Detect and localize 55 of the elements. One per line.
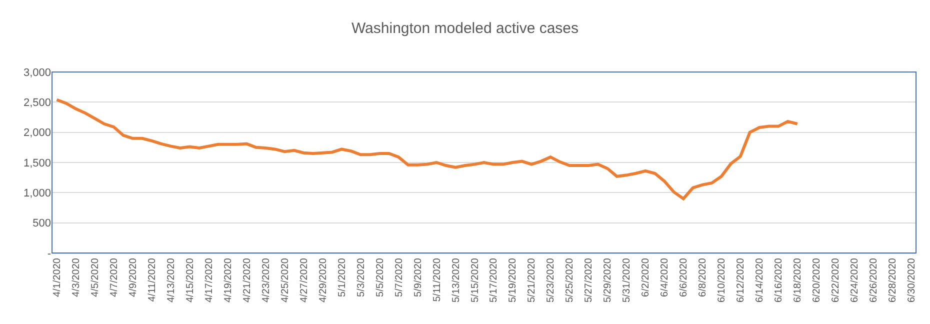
x-tick-label: 6/10/2020 [716, 258, 728, 302]
x-tick-label: 6/2/2020 [640, 258, 652, 297]
x-tick-label: 6/26/2020 [868, 258, 880, 302]
x-tick-label: 6/22/2020 [830, 258, 842, 302]
x-tick-label: 5/3/2020 [356, 258, 367, 297]
x-tick-label: 5/31/2020 [622, 258, 633, 302]
x-tick-label: 5/7/2020 [394, 258, 405, 297]
y-tick-label: 1,500 [23, 157, 51, 170]
y-tick-label: 500 [32, 218, 51, 230]
x-tick-label: 4/27/2020 [298, 258, 310, 302]
x-tick-label: 4/17/2020 [204, 258, 215, 302]
x-tick-label: 4/29/2020 [318, 258, 329, 302]
x-tick-label: 5/5/2020 [374, 258, 386, 297]
y-tick-label: 2,000 [23, 127, 51, 140]
x-tick-label: 4/15/2020 [184, 258, 196, 302]
x-tick-label: 5/21/2020 [526, 258, 538, 302]
y-tick-label: - [47, 248, 52, 260]
chart-title: Washington modeled active cases [351, 20, 579, 38]
x-tick-label: 4/5/2020 [90, 258, 101, 297]
x-tick-label: 4/13/2020 [166, 258, 177, 302]
x-tick-label: 6/4/2020 [660, 258, 671, 297]
x-tick-label: 5/11/2020 [432, 258, 443, 302]
x-tick-label: 4/7/2020 [108, 258, 120, 297]
x-tick-label: 5/9/2020 [412, 258, 424, 297]
x-tick-label: 5/13/2020 [450, 258, 462, 302]
x-tick-label: 6/18/2020 [792, 258, 804, 302]
x-tick-label: 5/25/2020 [564, 258, 576, 302]
x-tick-label: 4/9/2020 [128, 258, 139, 297]
line-series [55, 98, 799, 200]
x-tick-label: 5/27/2020 [584, 258, 595, 302]
x-tick-label: 5/17/2020 [488, 258, 500, 302]
x-tick-label: 6/28/2020 [888, 258, 899, 302]
x-tick-label: 4/1/2020 [52, 258, 63, 297]
x-tick-label: 4/3/2020 [70, 258, 82, 297]
x-tick-label: 4/25/2020 [280, 258, 291, 302]
x-tick-label: 6/24/2020 [850, 258, 861, 302]
x-tick-label: 6/12/2020 [736, 258, 747, 302]
x-tick-label: 6/6/2020 [678, 258, 690, 297]
x-tick-label: 5/23/2020 [546, 258, 557, 302]
x-tick-label: 5/1/2020 [336, 258, 348, 297]
x-tick-label: 6/20/2020 [812, 258, 823, 302]
x-tick-label: 4/23/2020 [260, 258, 272, 302]
x-tick-label: 6/16/2020 [774, 258, 785, 302]
x-tick-label: 4/19/2020 [222, 258, 234, 302]
x-tick-label: 5/15/2020 [470, 258, 481, 302]
x-tick-label: 5/19/2020 [508, 258, 519, 302]
x-tick-label: 4/21/2020 [242, 258, 253, 302]
x-tick-label: 6/30/2020 [906, 258, 918, 302]
y-tick-label: 2,500 [23, 97, 51, 110]
y-tick-label: 3,000 [23, 66, 51, 79]
x-tick-label: 4/11/2020 [146, 258, 158, 302]
y-tick-label: 1,000 [23, 188, 51, 200]
x-tick-label: 5/29/2020 [602, 258, 614, 302]
x-tick-label: 6/14/2020 [754, 258, 766, 302]
x-tick-label: 6/8/2020 [698, 258, 709, 297]
